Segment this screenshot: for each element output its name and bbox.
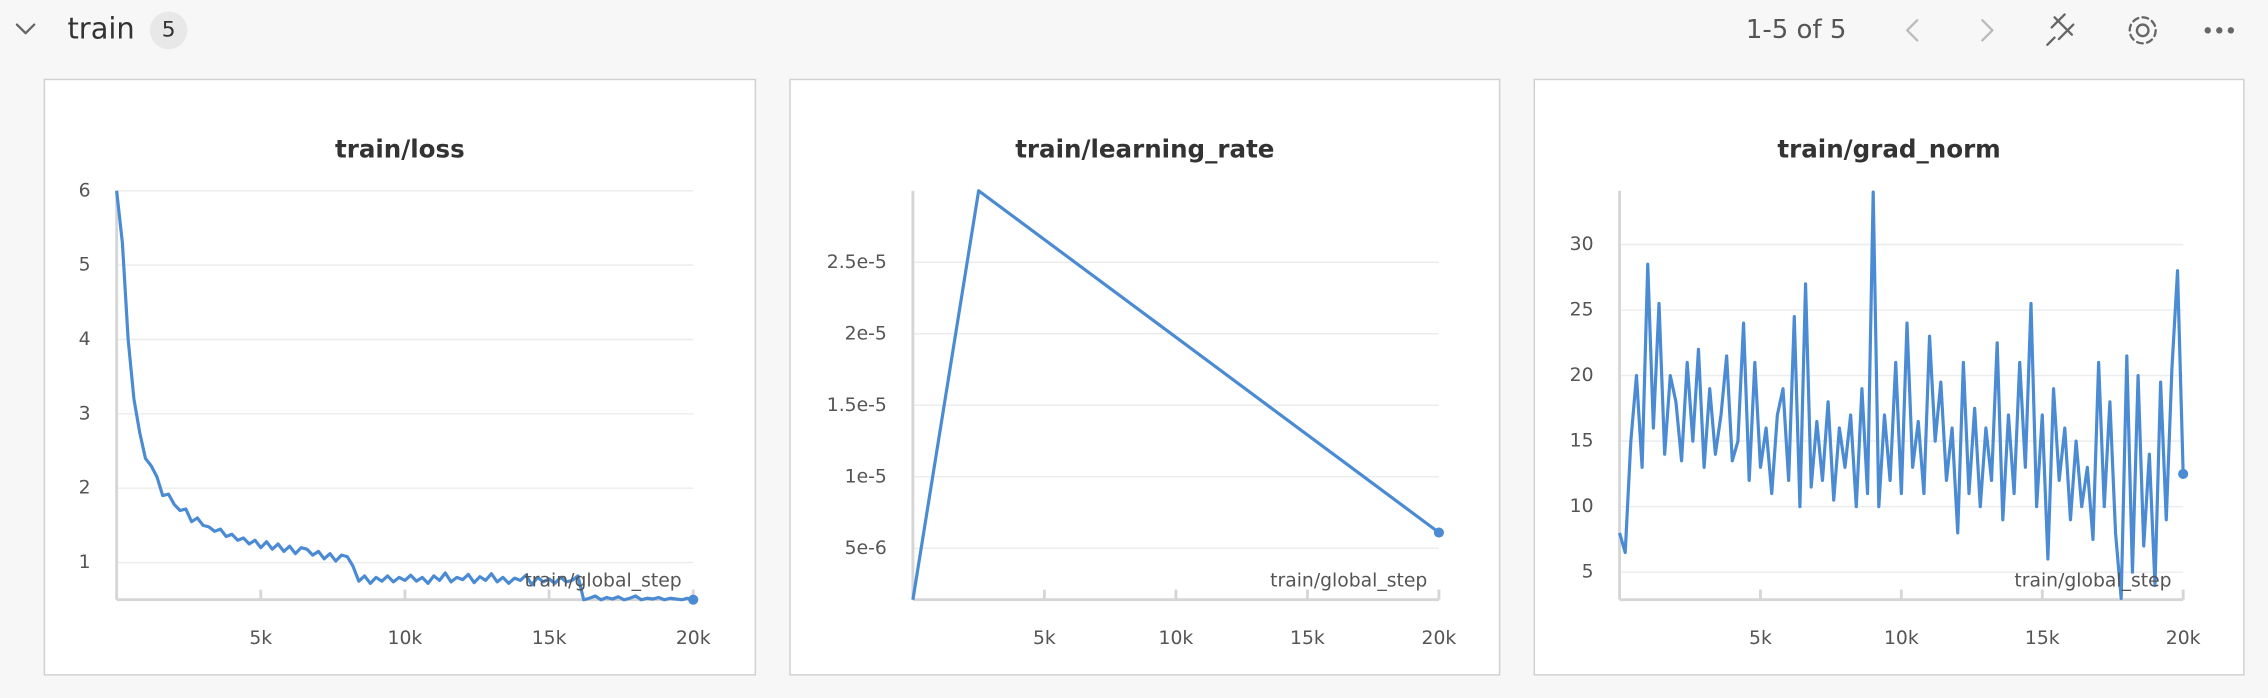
chart-title: train/loss <box>335 134 465 163</box>
chart-title: train/grad_norm <box>1777 134 2000 163</box>
y-tick-label: 5 <box>1582 562 1594 583</box>
y-tick-label: 2e-5 <box>845 323 887 344</box>
x-axis-label: train/global_step <box>1270 570 1427 591</box>
x-tick-label: 5k <box>249 628 272 649</box>
x-tick-label: 10k <box>1884 628 1919 649</box>
y-tick-label: 2.5e-5 <box>827 252 887 273</box>
more-button[interactable] <box>2204 27 2235 34</box>
count-badge <box>149 11 188 50</box>
next-page[interactable] <box>1981 19 1994 42</box>
x-tick-label: 20k <box>676 628 711 649</box>
line-series <box>1618 190 2185 601</box>
y-tick-label: 20 <box>1570 365 1594 386</box>
x-tick-label: 5k <box>1749 628 1772 649</box>
section-title: train <box>67 11 134 45</box>
chart-title: train/learning_rate <box>1015 134 1274 163</box>
y-tick-label: 5 <box>79 255 91 276</box>
y-tick-label: 15 <box>1570 431 1594 452</box>
x-tick-label: 15k <box>532 628 567 649</box>
pin-button[interactable] <box>2046 13 2075 46</box>
y-tick-label: 3 <box>79 403 91 424</box>
panel <box>43 78 757 676</box>
x-tick-label: 10k <box>388 628 423 649</box>
line-series <box>911 189 1440 600</box>
x-tick-label: 20k <box>1422 628 1457 649</box>
x-tick-label: 10k <box>1159 628 1194 649</box>
pagination: 1-5 of 5 <box>1746 15 1847 45</box>
end-point <box>2178 468 2189 479</box>
y-tick-label: 5e-6 <box>845 538 887 559</box>
end-point <box>688 594 699 605</box>
y-tick-label: 10 <box>1570 496 1594 517</box>
y-tick-label: 1.5e-5 <box>827 395 887 416</box>
x-axis-label: train/global_step <box>2014 570 2171 591</box>
collapse-toggle[interactable] <box>15 23 36 35</box>
x-tick-label: 20k <box>2166 628 2201 649</box>
y-tick-label: 2 <box>79 478 91 499</box>
y-tick-label: 4 <box>79 329 91 350</box>
x-axis-label: train/global_step <box>524 570 681 591</box>
y-tick-label: 6 <box>79 180 91 201</box>
y-tick-label: 25 <box>1570 300 1594 321</box>
prev-page[interactable] <box>1905 19 1919 42</box>
line-series <box>115 190 694 602</box>
y-tick-label: 1e-5 <box>845 466 887 487</box>
end-point <box>1433 527 1444 538</box>
x-tick-label: 15k <box>1290 628 1325 649</box>
count: 5 <box>162 17 176 42</box>
panel <box>789 78 1501 676</box>
x-tick-label: 5k <box>1033 628 1056 649</box>
y-tick-label: 30 <box>1570 234 1594 255</box>
x-tick-label: 15k <box>2025 628 2060 649</box>
y-tick-label: 1 <box>79 552 91 573</box>
settings-button[interactable] <box>2128 16 2157 45</box>
